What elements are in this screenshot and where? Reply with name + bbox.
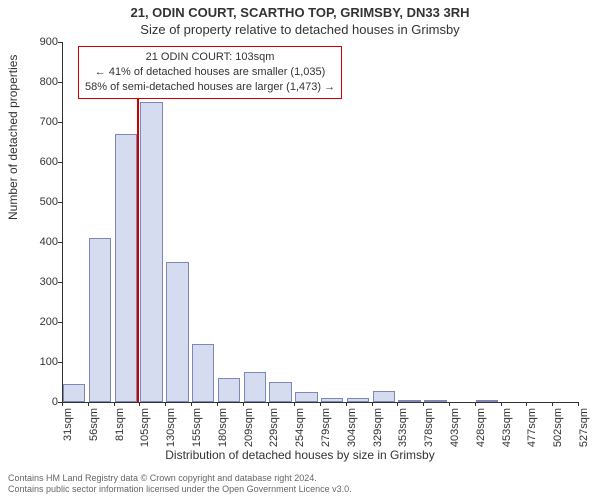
x-tick-mark — [449, 402, 450, 406]
x-tick-label: 428sqm — [475, 408, 487, 448]
x-tick-mark — [501, 402, 502, 406]
histogram-bar — [424, 400, 446, 402]
histogram-bar — [140, 102, 162, 402]
y-tick-mark — [58, 282, 62, 283]
x-tick-label: 105sqm — [139, 408, 151, 448]
x-tick-mark — [397, 402, 398, 406]
x-tick-label: 180sqm — [217, 408, 229, 448]
histogram-bar — [476, 400, 498, 402]
y-tick-label: 900 — [40, 36, 58, 48]
annotation-line2: ← 41% of detached houses are smaller (1,… — [85, 65, 335, 80]
y-tick-mark — [58, 42, 62, 43]
histogram-bar — [115, 134, 137, 402]
x-tick-label: 56sqm — [88, 408, 100, 448]
y-tick-label: 300 — [40, 276, 58, 288]
x-tick-label: 130sqm — [165, 408, 177, 448]
histogram-bar — [373, 391, 395, 402]
chart-title-line1: 21, ODIN COURT, SCARTHO TOP, GRIMSBY, DN… — [0, 5, 600, 20]
histogram-bar — [192, 344, 214, 402]
x-tick-mark — [139, 402, 140, 406]
x-tick-mark — [165, 402, 166, 406]
x-tick-mark — [191, 402, 192, 406]
histogram-bar — [321, 398, 343, 402]
footer-attribution: Contains HM Land Registry data © Crown c… — [8, 473, 352, 496]
y-axis-label: Number of detached properties — [6, 55, 20, 220]
x-tick-mark — [268, 402, 269, 406]
x-tick-label: 31sqm — [62, 408, 74, 448]
y-tick-mark — [58, 362, 62, 363]
histogram-bar — [244, 372, 266, 402]
histogram-bar — [166, 262, 188, 402]
y-tick-label: 400 — [40, 236, 58, 248]
y-tick-label: 800 — [40, 76, 58, 88]
y-tick-label: 100 — [40, 356, 58, 368]
x-tick-mark — [552, 402, 553, 406]
y-tick-mark — [58, 82, 62, 83]
x-tick-mark — [475, 402, 476, 406]
x-tick-mark — [243, 402, 244, 406]
x-tick-label: 403sqm — [449, 408, 461, 448]
y-tick-mark — [58, 322, 62, 323]
y-tick-mark — [58, 162, 62, 163]
x-tick-mark — [372, 402, 373, 406]
histogram-bar — [63, 384, 85, 402]
x-tick-label: 81sqm — [114, 408, 126, 448]
x-tick-label: 279sqm — [320, 408, 332, 448]
histogram-chart: 21, ODIN COURT, SCARTHO TOP, GRIMSBY, DN… — [0, 0, 600, 500]
histogram-bar — [347, 398, 369, 402]
x-tick-label: 229sqm — [268, 408, 280, 448]
y-tick-mark — [58, 122, 62, 123]
x-tick-mark — [578, 402, 579, 406]
footer-line2: Contains public sector information licen… — [8, 484, 352, 496]
histogram-bar — [218, 378, 240, 402]
x-tick-label: 209sqm — [243, 408, 255, 448]
x-tick-label: 155sqm — [191, 408, 203, 448]
x-tick-label: 304sqm — [346, 408, 358, 448]
annotation-box: 21 ODIN COURT: 103sqm ← 41% of detached … — [78, 46, 342, 99]
histogram-bar — [269, 382, 291, 402]
y-tick-mark — [58, 242, 62, 243]
footer-line1: Contains HM Land Registry data © Crown c… — [8, 473, 352, 485]
y-tick-label: 700 — [40, 116, 58, 128]
x-tick-label: 378sqm — [423, 408, 435, 448]
histogram-bar — [89, 238, 111, 402]
y-tick-label: 600 — [40, 156, 58, 168]
x-tick-mark — [114, 402, 115, 406]
x-tick-label: 453sqm — [501, 408, 513, 448]
property-marker-line — [137, 82, 139, 402]
x-tick-label: 502sqm — [552, 408, 564, 448]
x-tick-mark — [320, 402, 321, 406]
x-tick-label: 353sqm — [397, 408, 409, 448]
histogram-bar — [295, 392, 317, 402]
x-tick-label: 527sqm — [578, 408, 590, 448]
x-tick-mark — [423, 402, 424, 406]
x-tick-label: 477sqm — [526, 408, 538, 448]
x-tick-mark — [294, 402, 295, 406]
histogram-bar — [398, 400, 420, 402]
x-tick-mark — [217, 402, 218, 406]
x-tick-mark — [88, 402, 89, 406]
annotation-line1: 21 ODIN COURT: 103sqm — [85, 50, 335, 65]
y-tick-mark — [58, 202, 62, 203]
x-tick-mark — [62, 402, 63, 406]
y-tick-label: 500 — [40, 196, 58, 208]
x-tick-label: 254sqm — [294, 408, 306, 448]
chart-title-line2: Size of property relative to detached ho… — [0, 22, 600, 37]
x-tick-mark — [346, 402, 347, 406]
x-axis-label: Distribution of detached houses by size … — [0, 448, 600, 462]
annotation-line3: 58% of semi-detached houses are larger (… — [85, 80, 335, 95]
y-tick-label: 200 — [40, 316, 58, 328]
x-tick-mark — [526, 402, 527, 406]
x-tick-label: 329sqm — [372, 408, 384, 448]
